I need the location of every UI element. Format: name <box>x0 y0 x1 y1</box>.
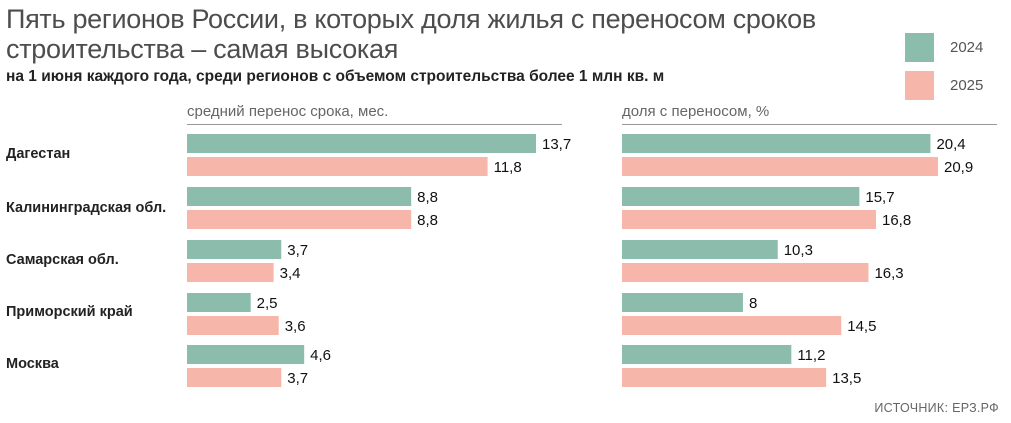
value-label-share-2024-kaliningrad: 15,7 <box>865 189 894 206</box>
bar-delay-2024-samara <box>187 240 282 259</box>
bar-share-2025-kaliningrad <box>622 210 877 229</box>
value-label-share-2024-samara: 10,3 <box>784 242 813 259</box>
bar-share-2024-dagestan <box>622 134 931 153</box>
legend-swatch-2025 <box>905 71 934 100</box>
value-label-delay-2024-kaliningrad: 8,8 <box>417 189 438 206</box>
panel-rule-delay <box>187 124 562 125</box>
legend-item-2025: 2025 <box>905 71 983 100</box>
bar-share-2024-moscow <box>622 345 792 364</box>
bar-delay-2024-primorsky <box>187 293 251 312</box>
value-label-delay-2025-samara: 3,4 <box>280 265 301 282</box>
value-label-delay-2025-kaliningrad: 8,8 <box>417 212 438 229</box>
bar-share-2024-primorsky <box>622 293 743 312</box>
bar-share-2024-kaliningrad <box>622 187 860 206</box>
region-label-dagestan: Дагестан <box>6 146 71 162</box>
legend-label-2025: 2025 <box>950 77 984 94</box>
value-label-delay-2024-dagestan: 13,7 <box>542 136 571 153</box>
value-label-share-2025-dagestan: 20,9 <box>944 159 973 176</box>
value-label-share-2025-samara: 16,3 <box>874 265 903 282</box>
bar-delay-2025-primorsky <box>187 316 279 335</box>
value-label-delay-2024-primorsky: 2,5 <box>257 295 278 312</box>
panel-rule-share <box>622 124 997 125</box>
bar-delay-2025-dagestan <box>187 157 488 176</box>
value-label-share-2024-dagestan: 20,4 <box>936 136 965 153</box>
chart-subtitle: на 1 июня каждого года, среди регионов с… <box>6 68 665 85</box>
bar-share-2024-samara <box>622 240 778 259</box>
value-label-share-2025-kaliningrad: 16,8 <box>882 212 911 229</box>
value-label-share-2024-primorsky: 8 <box>749 295 757 312</box>
bar-delay-2024-dagestan <box>187 134 536 153</box>
value-label-delay-2024-samara: 3,7 <box>287 242 308 259</box>
bar-share-2025-primorsky <box>622 316 842 335</box>
panel-title-share: доля с переносом, % <box>622 103 770 120</box>
legend-item-2024: 2024 <box>905 33 983 62</box>
value-label-delay-2024-moscow: 4,6 <box>310 347 331 364</box>
region-label-moscow: Москва <box>6 356 59 372</box>
region-label-kaliningrad: Калининградская обл. <box>6 200 167 216</box>
bar-share-2025-samara <box>622 263 869 282</box>
value-label-share-2025-moscow: 13,5 <box>832 370 861 387</box>
bar-share-2025-dagestan <box>622 157 938 176</box>
bar-delay-2024-moscow <box>187 345 305 364</box>
value-label-delay-2025-moscow: 3,7 <box>287 370 308 387</box>
bar-delay-2024-kaliningrad <box>187 187 412 206</box>
legend-label-2024: 2024 <box>950 39 984 56</box>
bar-share-2025-moscow <box>622 368 827 387</box>
value-label-delay-2025-primorsky: 3,6 <box>285 318 306 335</box>
value-label-share-2024-moscow: 11,2 <box>797 347 825 364</box>
value-label-delay-2025-dagestan: 11,8 <box>494 159 522 176</box>
source-note: ИСТОЧНИК: ЕРЗ.РФ <box>874 401 999 415</box>
region-label-samara: Самарская обл. <box>6 252 119 268</box>
chart-title: Пять регионов России, в которых доля жил… <box>6 4 816 64</box>
bar-delay-2025-samara <box>187 263 274 282</box>
bar-delay-2025-kaliningrad <box>187 210 412 229</box>
legend-swatch-2024 <box>905 33 934 62</box>
region-label-primorsky: Приморский край <box>6 304 133 320</box>
value-label-share-2025-primorsky: 14,5 <box>847 318 876 335</box>
bar-delay-2025-moscow <box>187 368 282 387</box>
panel-title-delay: средний перенос срока, мес. <box>187 103 389 120</box>
